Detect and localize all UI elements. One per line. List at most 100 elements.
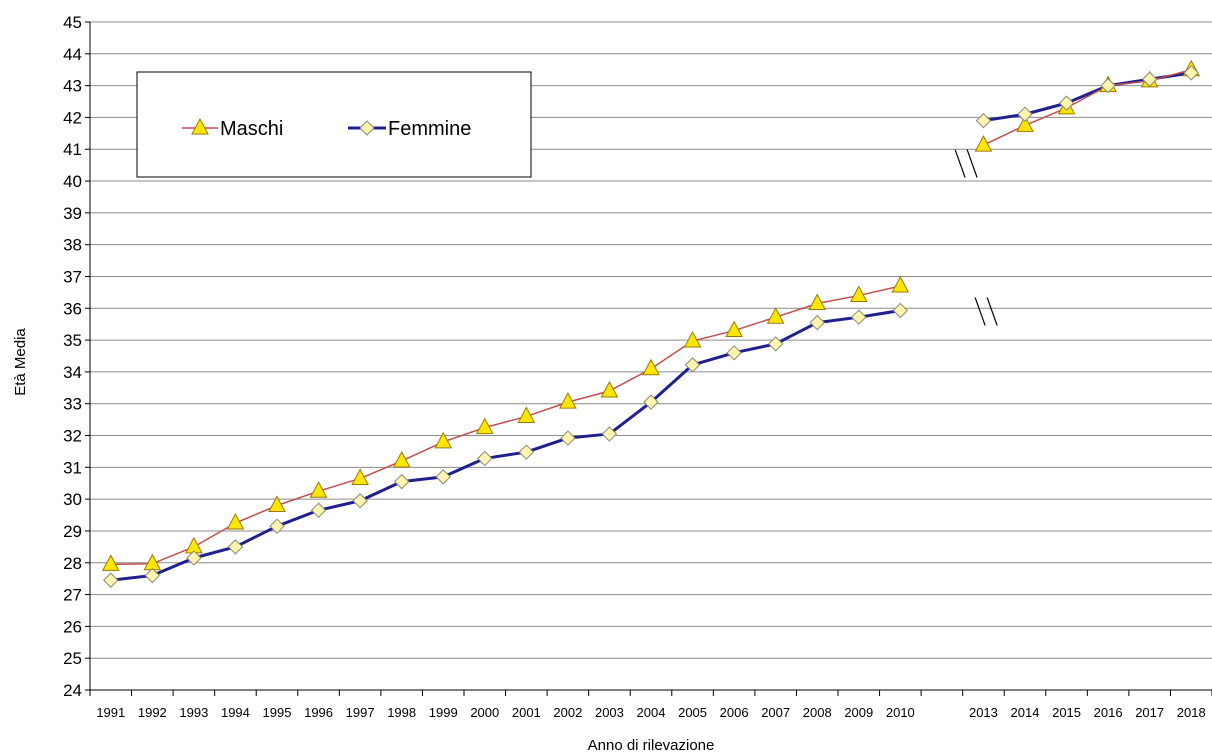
y-tick-label-36: 36 xyxy=(63,299,82,318)
x-tick-label-2005: 2005 xyxy=(678,705,707,720)
y-axis-ticks: 24 25 26 27 28 29 30 31 32 33 34 35 36 37 38 39 40 41 42 43… xyxy=(63,13,91,700)
marker-femmine-2006 xyxy=(726,345,742,361)
marker-femmine-2015 xyxy=(1058,95,1075,111)
axis-break-mark-0-1 xyxy=(966,149,978,178)
marker-femmine-2018 xyxy=(1183,65,1199,81)
x-tick-label-1999: 1999 xyxy=(429,705,458,720)
x-tick-label-2010: 2010 xyxy=(886,705,915,720)
marker-femmine-2008 xyxy=(809,314,825,331)
marker-maschi-2007 xyxy=(766,307,785,324)
y-tick-label-42: 42 xyxy=(63,108,82,127)
x-tick-label-2007: 2007 xyxy=(761,705,790,720)
marker-femmine-2013 xyxy=(975,112,992,129)
x-tick-label-1991: 1991 xyxy=(96,705,125,720)
marker-maschi-2000 xyxy=(475,417,494,435)
marker-maschi-1997 xyxy=(351,468,369,485)
marker-maschi-2009 xyxy=(849,285,868,303)
marker-maschi-2004 xyxy=(642,358,660,376)
legend-label-maschi: Maschi xyxy=(220,118,283,140)
y-tick-label-34: 34 xyxy=(63,363,82,382)
y-tick-label-33: 33 xyxy=(63,395,82,414)
y-tick-label-24: 24 xyxy=(63,681,82,700)
x-tick-label-2009: 2009 xyxy=(844,705,873,720)
marker-maschi-2001 xyxy=(517,406,536,423)
marker-maschi-2003 xyxy=(600,380,619,398)
x-tick-label-2017: 2017 xyxy=(1135,705,1164,720)
legend-symbol-femmine xyxy=(359,120,375,136)
axis-break-mark-1-1 xyxy=(986,297,998,326)
marker-maschi-1994 xyxy=(226,512,245,530)
y-tick-label-31: 31 xyxy=(63,458,82,477)
y-tick-label-32: 32 xyxy=(63,427,82,446)
x-tick-label-2004: 2004 xyxy=(637,705,666,720)
legend-box xyxy=(136,71,532,178)
x-tick-label-1995: 1995 xyxy=(263,705,292,720)
x-tick-label-2018: 2018 xyxy=(1177,705,1206,720)
x-axis-label: Anno di rilevazione xyxy=(588,737,715,754)
x-tick-label-2015: 2015 xyxy=(1052,705,1081,720)
marker-maschi-1999 xyxy=(434,431,453,449)
marker-femmine-2005 xyxy=(684,357,701,373)
marker-femmine-2001 xyxy=(518,444,535,460)
marker-femmine-2009 xyxy=(851,309,867,325)
x-tick-label-2014: 2014 xyxy=(1011,705,1040,720)
x-axis: 1991 1992 1993 1994 1995 1996 1997 1998 1999 2000… xyxy=(89,690,1212,720)
marker-femmine-1995 xyxy=(269,518,285,534)
series-lines xyxy=(110,68,1192,582)
series-markers xyxy=(101,59,1201,588)
marker-femmine-1993 xyxy=(186,550,202,566)
x-tick-label-1996: 1996 xyxy=(304,705,333,720)
x-tick-label-2001: 2001 xyxy=(512,705,541,720)
marker-femmine-2007 xyxy=(767,336,784,352)
legend-label-femmine: Femmine xyxy=(388,118,471,140)
axis-break-mark-0-0 xyxy=(954,149,966,178)
x-tick-label-1993: 1993 xyxy=(179,705,208,720)
y-tick-label-45: 45 xyxy=(63,13,82,32)
y-tick-label-43: 43 xyxy=(63,77,82,96)
marker-femmine-1994 xyxy=(227,539,244,555)
marker-maschi-1996 xyxy=(309,481,328,498)
x-tick-label-2000: 2000 xyxy=(470,705,499,720)
marker-femmine-1999 xyxy=(435,469,451,485)
marker-femmine-2017 xyxy=(1141,71,1158,87)
y-tick-label-29: 29 xyxy=(63,522,82,541)
x-tick-label-1997: 1997 xyxy=(346,705,375,720)
x-tick-label-1998: 1998 xyxy=(387,705,416,720)
x-tick-label-2003: 2003 xyxy=(595,705,624,720)
y-tick-label-26: 26 xyxy=(63,617,82,636)
marker-maschi-1998 xyxy=(392,450,411,468)
x-tick-label-2016: 2016 xyxy=(1094,705,1123,720)
marker-maschi-1995 xyxy=(268,495,286,513)
marker-femmine-2014 xyxy=(1017,106,1033,122)
legend-marker-femmine xyxy=(359,120,375,136)
legend: Maschi Femmine xyxy=(136,71,532,178)
y-axis-label: Età Media xyxy=(12,328,29,396)
legend-symbol-maschi xyxy=(191,117,209,135)
x-tick-label-1992: 1992 xyxy=(138,705,167,720)
marker-femmine-1997 xyxy=(352,493,368,509)
marker-femmine-1992 xyxy=(144,567,161,584)
marker-maschi-2008 xyxy=(808,293,827,311)
line-femmine-segment-1 xyxy=(983,71,1192,123)
y-tick-label-30: 30 xyxy=(63,490,82,509)
marker-femmine-1996 xyxy=(310,502,327,518)
x-tick-label-2008: 2008 xyxy=(803,705,832,720)
y-tick-label-41: 41 xyxy=(63,140,82,159)
marker-femmine-1991 xyxy=(103,572,119,588)
y-tick-label-38: 38 xyxy=(63,236,82,255)
marker-femmine-1998 xyxy=(393,473,410,490)
marker-femmine-2000 xyxy=(477,450,493,467)
marker-femmine-2003 xyxy=(601,426,618,442)
x-tick-label-2013: 2013 xyxy=(969,705,998,720)
axis-break-marks xyxy=(954,149,998,326)
marker-maschi-2010 xyxy=(891,275,910,293)
line-femmine-segment-0 xyxy=(110,309,901,582)
x-tick-label-2006: 2006 xyxy=(720,705,749,720)
y-tick-label-27: 27 xyxy=(63,586,82,605)
y-tick-label-39: 39 xyxy=(63,204,82,223)
x-tick-label-1994: 1994 xyxy=(221,705,250,720)
marker-femmine-2016 xyxy=(1100,77,1116,94)
marker-maschi-2014 xyxy=(1016,115,1034,132)
legend-marker-maschi xyxy=(191,117,209,135)
